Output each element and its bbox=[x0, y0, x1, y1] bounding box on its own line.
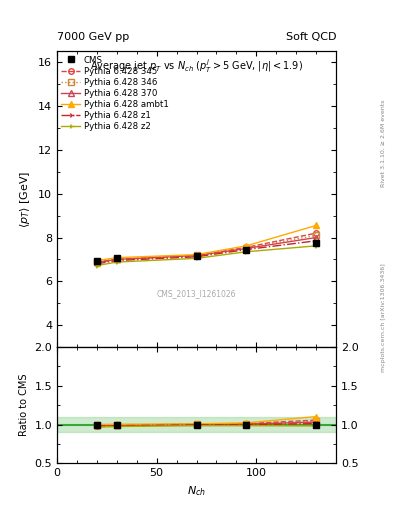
Text: mcplots.cern.ch [arXiv:1306.3436]: mcplots.cern.ch [arXiv:1306.3436] bbox=[381, 263, 386, 372]
Text: Rivet 3.1.10, ≥ 2.6M events: Rivet 3.1.10, ≥ 2.6M events bbox=[381, 100, 386, 187]
Text: 7000 GeV pp: 7000 GeV pp bbox=[57, 32, 129, 42]
Text: Average jet $p_T$ vs $N_{ch}$ ($p^j_T$$>$5 GeV, $|\eta|$$<$1.9): Average jet $p_T$ vs $N_{ch}$ ($p^j_T$$>… bbox=[90, 57, 303, 75]
Text: CMS_2013_I1261026: CMS_2013_I1261026 bbox=[157, 289, 236, 298]
Legend: CMS, Pythia 6.428 345, Pythia 6.428 346, Pythia 6.428 370, Pythia 6.428 ambt1, P: CMS, Pythia 6.428 345, Pythia 6.428 346,… bbox=[60, 54, 170, 133]
Y-axis label: Ratio to CMS: Ratio to CMS bbox=[19, 374, 29, 437]
X-axis label: $N_{ch}$: $N_{ch}$ bbox=[187, 484, 206, 498]
Bar bbox=[57, 417, 336, 432]
Text: Soft QCD: Soft QCD bbox=[286, 32, 336, 42]
Y-axis label: $\langle p_T \rangle$ [GeV]: $\langle p_T \rangle$ [GeV] bbox=[18, 170, 33, 228]
